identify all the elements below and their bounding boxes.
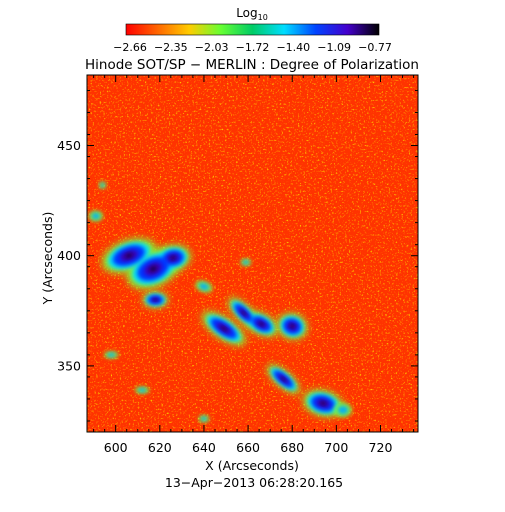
x-axis-label: X (Arcseconds) xyxy=(205,458,299,473)
colorbar-tick-label: −1.72 xyxy=(236,41,270,54)
x-tick-label: 680 xyxy=(280,440,304,455)
polarization-peak xyxy=(290,324,295,329)
polarization-peak xyxy=(220,326,227,331)
polarization-peak xyxy=(241,310,246,316)
colorbar: Log10 −2.66 −2.35 −2.03 −1.72 −1.40 −1.09 −0.7… xyxy=(113,6,392,54)
colorbar-tick-label: −2.66 xyxy=(113,41,147,54)
x-tick-label: 660 xyxy=(236,440,260,455)
colorbar-tick-labels: −2.66 −2.35 −2.03 −1.72 −1.40 −1.09 −0.77 xyxy=(113,41,392,54)
chart-title: Hinode SOT/SP − MERLIN : Degree of Polar… xyxy=(85,57,419,73)
y-axis-ticks: 350 400 450 xyxy=(57,89,418,422)
polarization-peak xyxy=(281,377,286,382)
x-tick-label: 720 xyxy=(369,440,393,455)
polarization-region xyxy=(91,212,101,220)
polarization-region xyxy=(106,352,116,358)
x-axis-ticks: 600 620 640 660 680 700 720 xyxy=(93,75,415,455)
timestamp: 13−Apr−2013 06:28:20.165 xyxy=(165,475,343,490)
colorbar-tick-label: −2.03 xyxy=(195,41,229,54)
colorbar-gradient xyxy=(125,23,380,36)
x-tick-label: 700 xyxy=(324,440,348,455)
colorbar-tick-label: −2.35 xyxy=(154,41,188,54)
colorbar-label: Log10 xyxy=(236,6,268,22)
y-tick-label: 400 xyxy=(57,248,81,263)
colorbar-tick-label: −1.40 xyxy=(276,41,310,54)
y-axis-label: Y (Arcseconds) xyxy=(40,212,55,306)
polarization-region xyxy=(100,183,105,188)
x-tick-label: 600 xyxy=(104,440,128,455)
y-tick-label: 450 xyxy=(57,138,81,153)
polarization-region xyxy=(198,282,210,291)
polarization-peak xyxy=(125,253,133,259)
polarization-peak xyxy=(320,401,326,406)
x-tick-label: 640 xyxy=(192,440,216,455)
colorbar-tick-label: −0.77 xyxy=(358,41,392,54)
colorbar-tick-label: −1.09 xyxy=(317,41,351,54)
polarization-peak xyxy=(149,266,157,272)
plot-frame xyxy=(86,74,419,433)
polarization-region xyxy=(200,416,208,421)
polarization-peak xyxy=(153,298,158,301)
plot-area: 600 620 640 660 680 700 720 350 400 450 xyxy=(57,74,419,455)
y-tick-label: 350 xyxy=(57,358,81,373)
polarization-region xyxy=(137,387,147,393)
polarization-region xyxy=(242,260,250,265)
x-tick-label: 620 xyxy=(148,440,172,455)
polarization-peak xyxy=(170,256,176,260)
polarization-region xyxy=(337,405,349,415)
polarization-peak xyxy=(259,322,264,326)
